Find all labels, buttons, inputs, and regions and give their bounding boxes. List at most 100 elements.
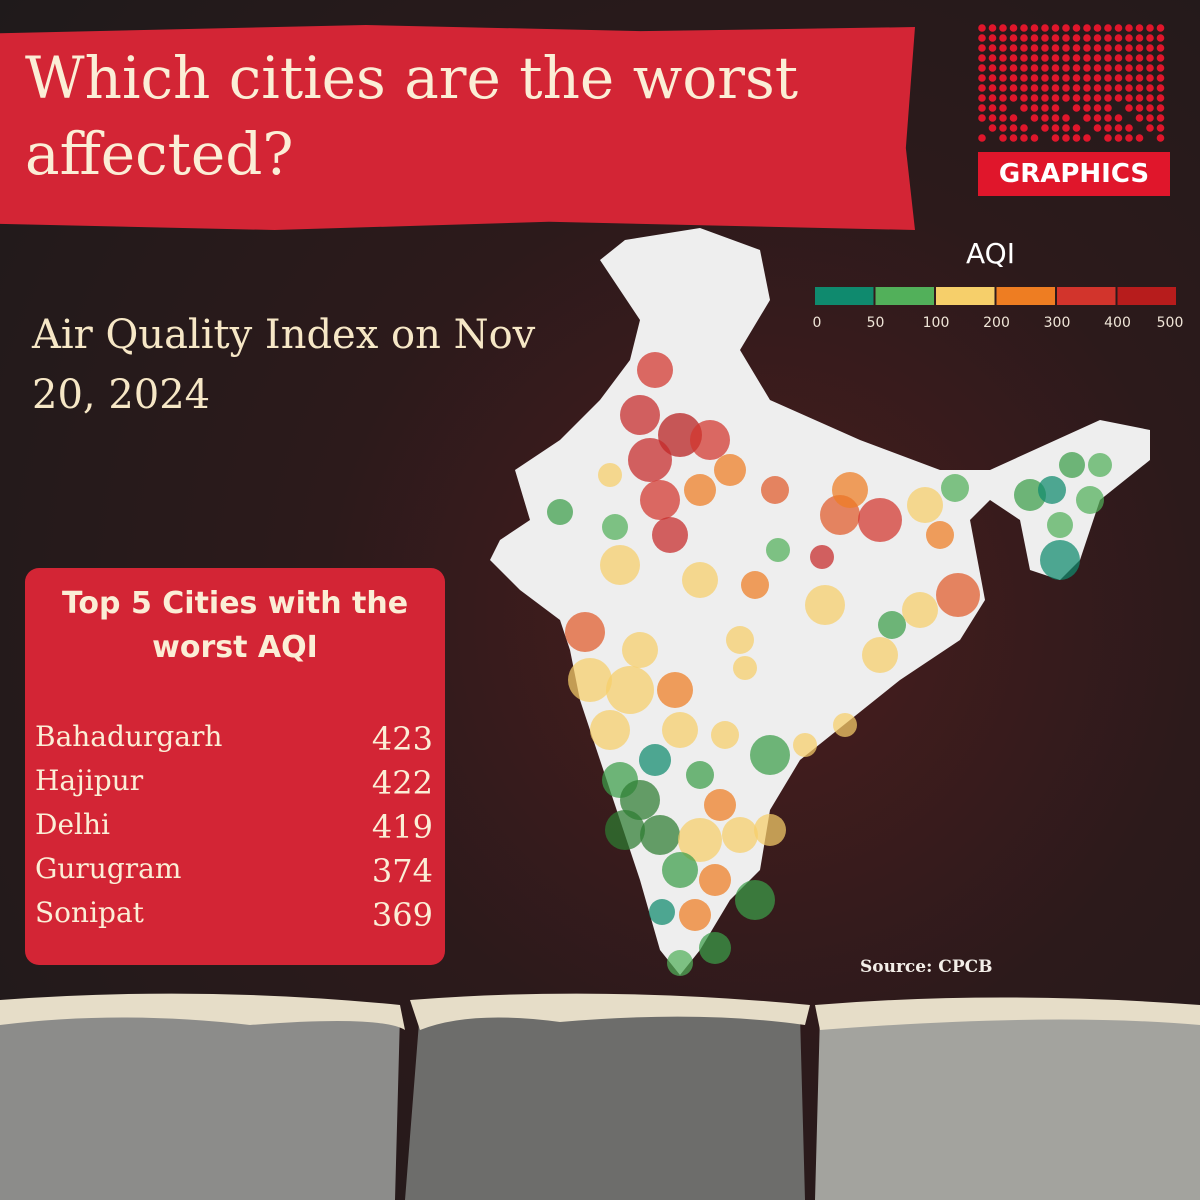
logo-dot: [1104, 124, 1112, 132]
logo-dot: [1156, 124, 1165, 132]
logo-dot: [1146, 54, 1154, 62]
city-name: Hajipur: [35, 764, 144, 797]
bubble: [568, 658, 612, 702]
logo-dot: [1114, 114, 1123, 122]
logo-dot: [1125, 64, 1133, 72]
logo-dot: [1020, 134, 1028, 142]
logo-dot: [1135, 114, 1144, 122]
bubble: [714, 454, 746, 486]
logo-dot: [988, 124, 997, 132]
logo-dot: [1009, 64, 1018, 72]
logo-dot: [1051, 114, 1060, 122]
legend-swatch: [1117, 287, 1176, 305]
logo-dot: [1156, 34, 1165, 42]
logo-dot: [1146, 64, 1154, 72]
logo-dot: [1051, 84, 1060, 92]
bubble: [649, 899, 675, 925]
legend-tick-label: 0: [813, 315, 822, 331]
logo-dot: [1156, 114, 1165, 122]
bubble: [1059, 452, 1085, 478]
bubble: [628, 438, 672, 482]
logo-dot: [1156, 54, 1165, 62]
logo-dot: [1020, 124, 1028, 132]
logo-dot: [1062, 24, 1070, 32]
bubble: [1014, 479, 1046, 511]
logo-dot: [1093, 44, 1102, 52]
photo-3: [815, 1006, 1200, 1200]
city-name: Bahadurgarh: [35, 720, 223, 753]
logo-dot: [1083, 44, 1091, 52]
logo-dot: [1083, 74, 1091, 82]
paper-edge: [0, 993, 1200, 1030]
bubble: [726, 626, 754, 654]
logo-dot: [1062, 74, 1070, 82]
bubble: [667, 950, 693, 976]
logo-dot: [1093, 104, 1102, 112]
bubble: [926, 521, 954, 549]
logo-dot: [988, 74, 997, 82]
logo-dot: [1062, 44, 1070, 52]
bubble: [565, 612, 605, 652]
logo-dot: [1009, 84, 1018, 92]
logo-dot: [1114, 124, 1123, 132]
bubble: [678, 818, 722, 862]
logo-dot: [1135, 84, 1144, 92]
logo-dot: [1093, 114, 1102, 122]
logo-dot: [1104, 24, 1112, 32]
bubble: [741, 571, 769, 599]
logo-dot: [1135, 44, 1144, 52]
bubble: [640, 480, 680, 520]
legend-swatch: [996, 287, 1055, 305]
bubble: [793, 733, 817, 757]
logo-dot: [1125, 34, 1133, 42]
logo-dot: [1104, 94, 1112, 102]
top5-title: Top 5 Cities with the worst AQI: [61, 586, 409, 665]
logo-dot: [1093, 124, 1102, 132]
city-row: Sonipat 369: [35, 896, 433, 934]
city-aqi: 423: [371, 720, 433, 758]
bubble: [684, 474, 716, 506]
bubble: [810, 545, 834, 569]
bubble: [620, 395, 660, 435]
city-row: Gurugram 374: [35, 852, 433, 890]
logo-dot: [1083, 84, 1091, 92]
logo-dot: [1030, 24, 1039, 32]
logo-dot: [1093, 74, 1102, 82]
logo-dot: [1135, 24, 1144, 32]
bubble: [605, 810, 645, 850]
logo-dot: [1072, 84, 1081, 92]
logo-dot: [999, 74, 1007, 82]
logo-dot: [999, 24, 1007, 32]
logo-dot: [1072, 94, 1081, 102]
logo-dot: [1125, 84, 1133, 92]
city-aqi: 369: [371, 896, 433, 934]
logo-dot: [1051, 124, 1060, 132]
logo-dot: [1156, 104, 1165, 112]
bubble: [602, 514, 628, 540]
logo-dot: [1156, 64, 1165, 72]
logo-dot: [1020, 104, 1028, 112]
logo-dot: [1009, 124, 1018, 132]
aqi-legend: 0 50 100 200 300 400 500: [813, 287, 1183, 331]
logo-dot: [1093, 64, 1102, 72]
logo-dot: [1072, 64, 1081, 72]
logo-dot: [1072, 104, 1081, 112]
bubble: [761, 476, 789, 504]
logo-dot: [1041, 104, 1049, 112]
logo-dot: [1146, 24, 1154, 32]
bubble: [598, 463, 622, 487]
logo-dot: [1135, 94, 1144, 102]
logo-dot: [1114, 24, 1123, 32]
logo-dot: [1051, 24, 1060, 32]
bubble: [878, 611, 906, 639]
logo-dot: [1146, 124, 1154, 132]
logo-dot: [1030, 44, 1039, 52]
logo-dot: [988, 94, 997, 102]
logo-dot: [1009, 114, 1018, 122]
logo-dot: [1146, 104, 1154, 112]
logo-dot: [978, 24, 986, 32]
bubble: [735, 880, 775, 920]
logo-dot: [1072, 124, 1081, 132]
logo-dot: [1030, 64, 1039, 72]
legend-tick-label: 200: [983, 315, 1010, 331]
